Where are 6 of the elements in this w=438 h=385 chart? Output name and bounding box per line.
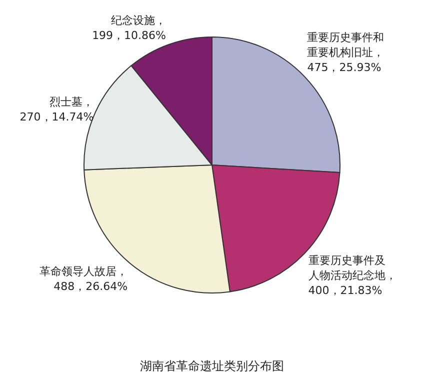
slice-label: 纪念设施，199，10.86% (92, 14, 166, 42)
text: 湖南省革命遗址类别分布图 (140, 359, 284, 373)
slice-label: 革命领导人故居，488，26.64% (40, 265, 128, 294)
slice-label: 重要历史事件和重要机构旧址，475，25.93% (307, 30, 384, 74)
slice-label: 重要历史事件及人物活动纪念地，400，21.83% (308, 254, 396, 297)
slice-label: 烈士墓，270，14.74% (20, 96, 94, 124)
